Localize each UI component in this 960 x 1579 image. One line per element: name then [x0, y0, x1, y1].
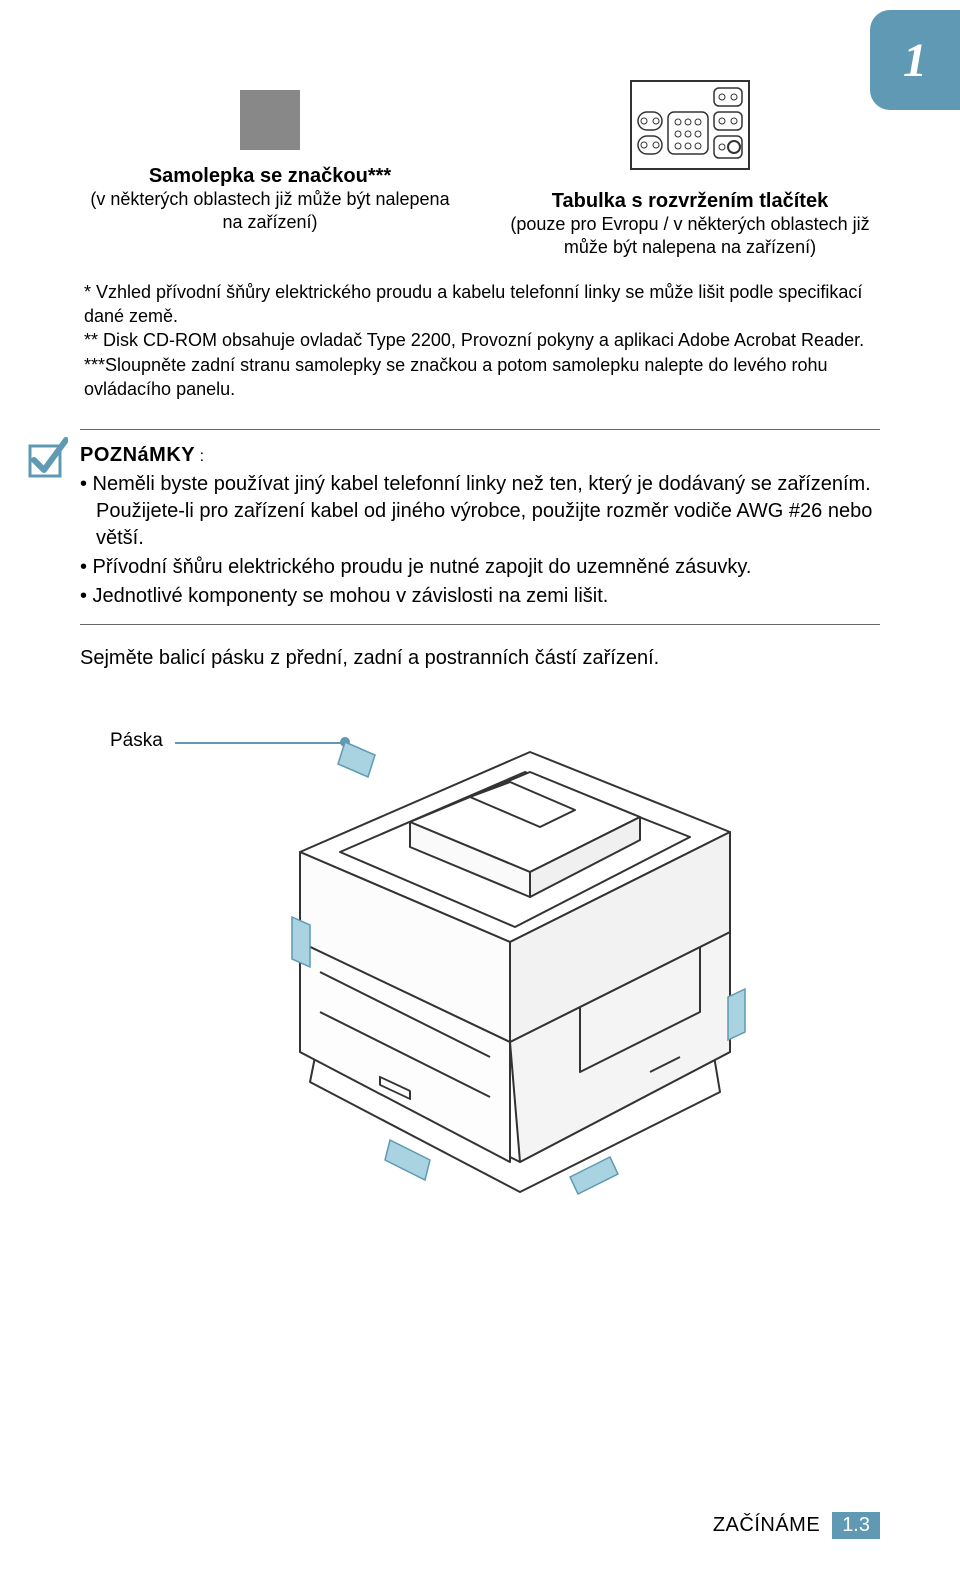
- footer-page-number: 1.3: [832, 1512, 880, 1539]
- sticker-column: Samolepka se značkou*** (v některých obl…: [80, 80, 460, 260]
- footer-section: ZAČÍNÁME: [713, 1514, 820, 1537]
- note-item-2: • Přívodní šňůru elektrického proudu je …: [80, 554, 880, 581]
- notes-list: • Neměli byste používat jiný kabel telef…: [80, 471, 880, 610]
- chapter-number: 1: [903, 33, 927, 88]
- note-item-1: • Neměli byste používat jiný kabel telef…: [80, 471, 880, 552]
- footnote-2: ** Disk CD-ROM obsahuje ovladač Type 220…: [84, 328, 880, 352]
- sticker-sub: (v některých oblastech již může být nale…: [80, 188, 460, 235]
- note-item-3: • Jednotlivé komponenty se mohou v závis…: [80, 583, 880, 610]
- sticker-icon: [240, 90, 300, 150]
- notes-block: POZNáMKY : • Neměli byste používat jiný …: [80, 429, 880, 625]
- checkmark-icon: [24, 436, 68, 480]
- printer-figure: Páska: [80, 702, 880, 1262]
- chapter-tab: 1: [870, 10, 960, 110]
- footnote-1: * Vzhled přívodní šňůry elektrického pro…: [84, 280, 880, 329]
- tape-label: Páska: [110, 730, 163, 752]
- footnote-3: ***Sloupněte zadní stranu samolepky se z…: [84, 353, 880, 402]
- panel-column: Tabulka s rozvržením tlačítek (pouze pro…: [500, 80, 880, 260]
- footnotes: * Vzhled přívodní šňůry elektrického pro…: [80, 280, 880, 401]
- instruction-text: Sejměte balicí pásku z přední, zadní a p…: [80, 645, 880, 672]
- printer-illustration: [230, 722, 790, 1242]
- items-row: Samolepka se značkou*** (v některých obl…: [80, 80, 880, 260]
- sticker-title: Samolepka se značkou***: [80, 165, 460, 188]
- panel-title: Tabulka s rozvržením tlačítek: [500, 190, 880, 213]
- page-footer: ZAČÍNÁME 1.3: [713, 1512, 880, 1539]
- notes-heading: POZNáMKY: [80, 444, 195, 466]
- panel-sub: (pouze pro Evropu / v některých oblastec…: [500, 213, 880, 260]
- notes-colon: :: [195, 448, 204, 465]
- button-layout-icon: [630, 80, 750, 170]
